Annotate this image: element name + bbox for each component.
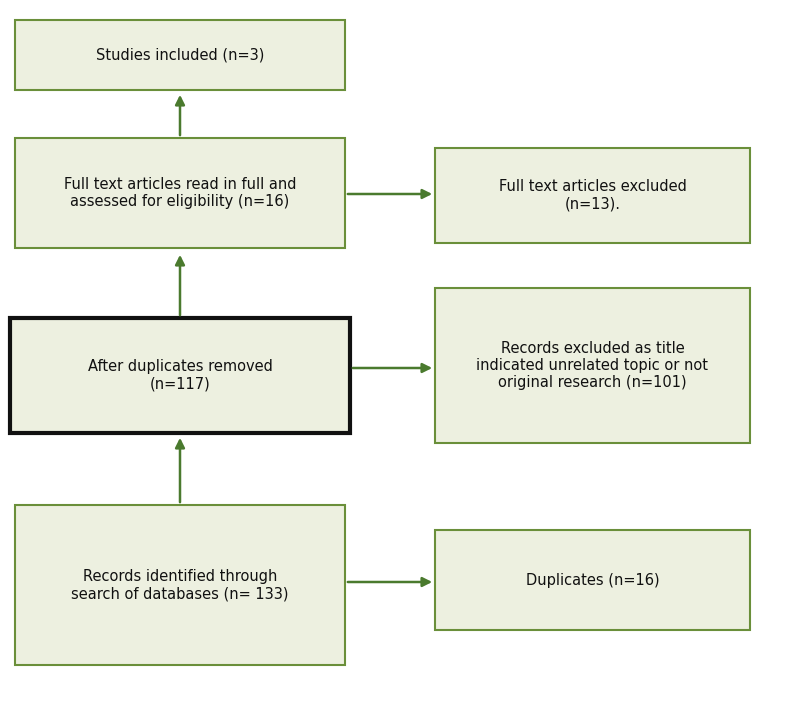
Text: Studies included (n=3): Studies included (n=3) (96, 48, 264, 63)
Bar (15, 505, 345, 665)
Bar (435, 288, 750, 443)
Text: Full text articles excluded
(n=13).: Full text articles excluded (n=13). (498, 179, 686, 211)
Bar (15, 138, 345, 248)
Bar (435, 530, 750, 630)
Bar (10, 318, 350, 433)
Text: Records excluded as title
indicated unrelated topic or not
original research (n=: Records excluded as title indicated unre… (476, 341, 708, 391)
Bar (435, 148, 750, 243)
Bar (15, 20, 345, 90)
Text: Full text articles read in full and
assessed for eligibility (n=16): Full text articles read in full and asse… (64, 177, 296, 209)
Text: After duplicates removed
(n=117): After duplicates removed (n=117) (87, 359, 272, 392)
Text: Duplicates (n=16): Duplicates (n=16) (526, 573, 660, 588)
Text: Records identified through
search of databases (n= 133): Records identified through search of dat… (72, 569, 289, 601)
